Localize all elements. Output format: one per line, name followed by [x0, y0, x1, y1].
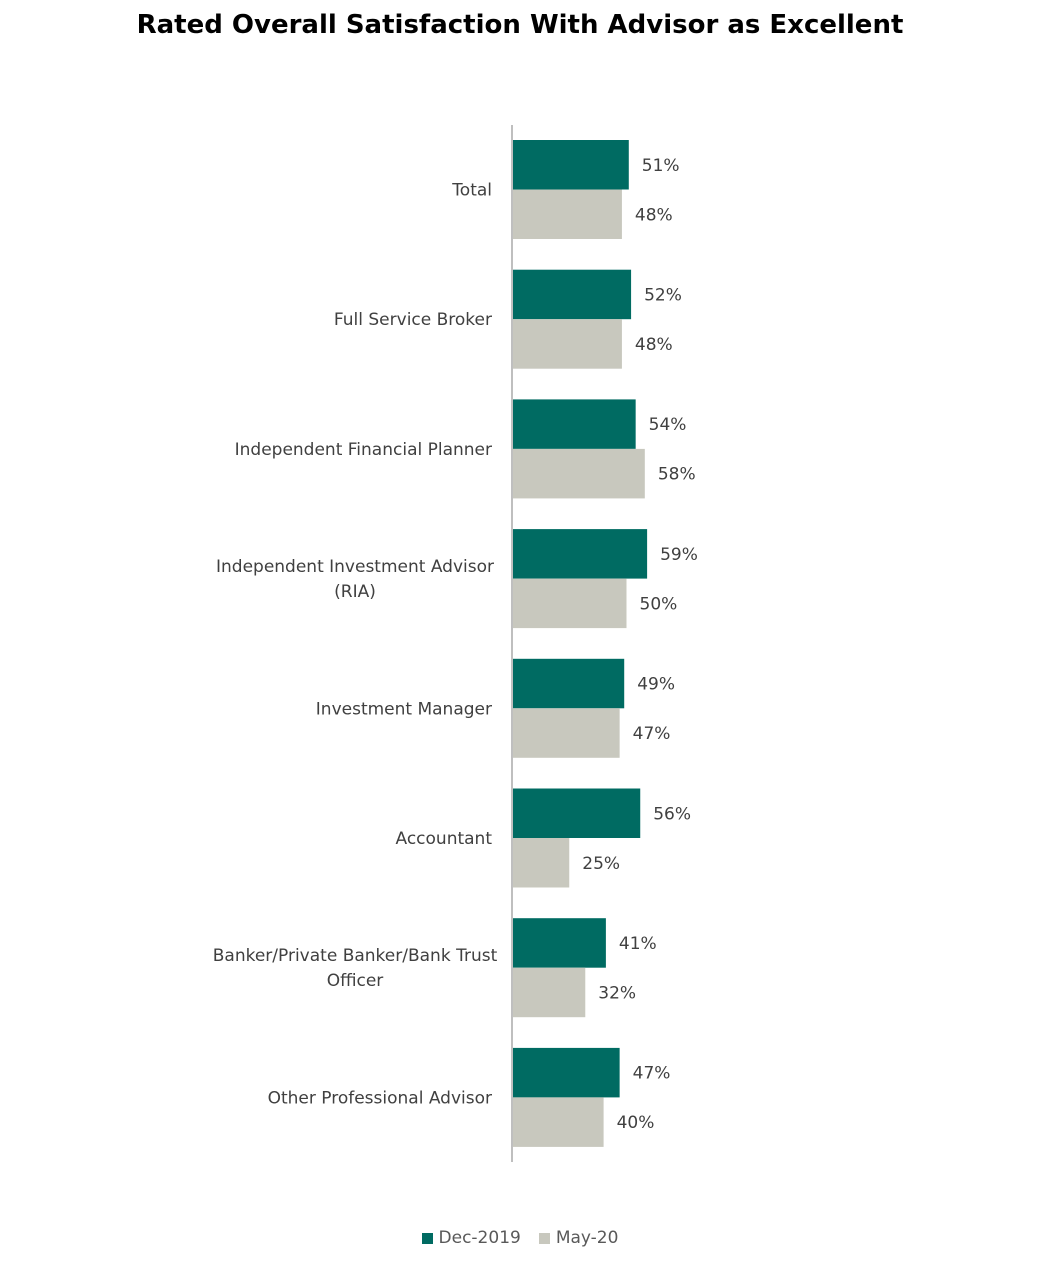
- category-label: Investment Manager: [316, 699, 492, 719]
- category-label: Banker/Private Banker/Bank Trust: [213, 946, 498, 966]
- data-label: 51%: [642, 156, 680, 176]
- data-label: 32%: [598, 983, 636, 1003]
- data-label: 59%: [660, 545, 698, 565]
- bar-dec-2019: [512, 399, 636, 449]
- bar-may-20: [512, 448, 645, 499]
- data-label: 54%: [649, 415, 687, 435]
- data-label: 52%: [644, 285, 682, 305]
- bar-may-20: [512, 1097, 604, 1147]
- bar-may-20: [512, 578, 627, 629]
- bar-dec-2019: [512, 658, 625, 709]
- data-label: 25%: [582, 854, 620, 874]
- legend-swatch: [538, 1232, 550, 1244]
- category-label: Independent Financial Planner: [235, 440, 492, 460]
- data-label: 48%: [635, 205, 673, 225]
- category-label: Full Service Broker: [334, 310, 492, 330]
- legend-label: Dec-2019: [438, 1228, 521, 1248]
- bar-may-20: [512, 708, 620, 758]
- bar-may-20: [512, 838, 570, 888]
- data-label: 50%: [640, 594, 678, 614]
- data-label: 48%: [635, 335, 673, 355]
- chart-title: Rated Overall Satisfaction With Advisor …: [136, 10, 904, 40]
- data-label: 58%: [658, 465, 696, 485]
- bar-dec-2019: [512, 269, 632, 320]
- category-label: Independent Investment Advisor: [216, 557, 494, 577]
- category-label: Accountant: [396, 829, 493, 849]
- bar-dec-2019: [512, 788, 641, 838]
- bar-dec-2019: [512, 918, 606, 968]
- category-label: Total: [451, 181, 492, 201]
- bar-may-20: [512, 189, 622, 239]
- data-label: 40%: [617, 1113, 655, 1133]
- chart-legend: Dec-2019 May-20: [0, 1228, 1040, 1248]
- category-label: (RIA): [334, 582, 376, 602]
- data-label: 47%: [633, 1064, 671, 1084]
- data-label: 41%: [619, 934, 657, 954]
- legend-label: May-20: [555, 1228, 619, 1248]
- bar-may-20: [512, 967, 586, 1018]
- category-label: Other Professional Advisor: [268, 1088, 492, 1108]
- category-label: Officer: [327, 971, 384, 991]
- data-label: 47%: [633, 724, 671, 744]
- legend-item: May-20: [538, 1228, 619, 1248]
- legend-item: Dec-2019: [421, 1228, 521, 1248]
- bar-may-20: [512, 319, 622, 369]
- bar-dec-2019: [512, 1047, 620, 1098]
- bar-dec-2019: [512, 140, 629, 190]
- data-label: 49%: [637, 675, 675, 695]
- bar-dec-2019: [512, 529, 648, 579]
- legend-swatch: [421, 1232, 433, 1244]
- data-label: 56%: [653, 804, 691, 824]
